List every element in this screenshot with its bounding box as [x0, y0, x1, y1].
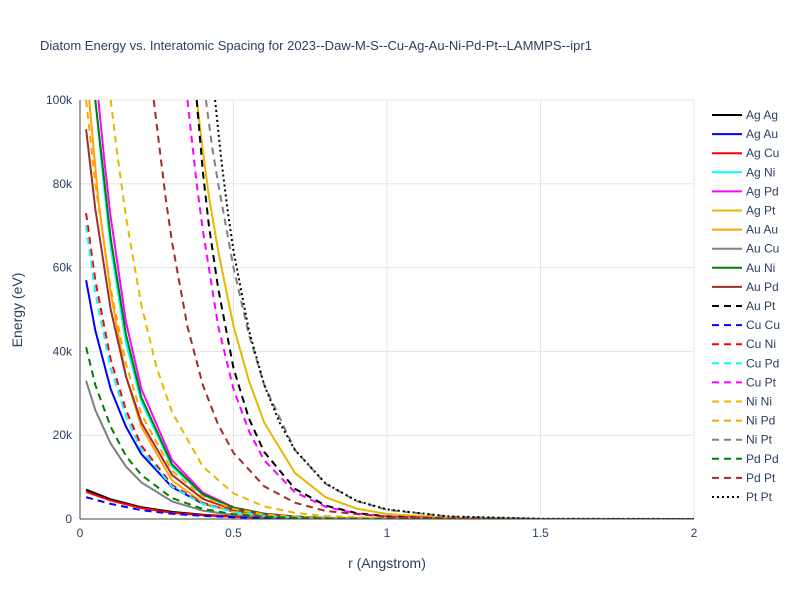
legend-label: Cu Pt [746, 375, 777, 389]
legend-item-cu-pt[interactable]: Cu Pt [712, 375, 777, 389]
legend-label: Cu Cu [746, 318, 780, 332]
legend-item-cu-ni[interactable]: Cu Ni [712, 337, 776, 351]
y-axis-title: Energy (eV) [9, 273, 25, 348]
legend-label: Pt Pt [746, 490, 773, 504]
legend-label: Ag Ag [746, 108, 778, 122]
legend-item-ag-au[interactable]: Ag Au [712, 127, 778, 141]
legend-label: Ag Ni [746, 165, 775, 179]
x-tick-label: 0.5 [225, 526, 242, 540]
plot-area [85, 99, 694, 519]
y-tick-label: 100k [46, 93, 73, 107]
legend-label: Au Pd [746, 280, 779, 294]
y-tick-label: 20k [53, 428, 73, 442]
legend-item-ag-ag[interactable]: Ag Ag [712, 108, 778, 122]
axes: 0 0.5 1 1.5 2 0 20k 40k 60k 80k 100k [46, 93, 698, 540]
legend-label: Ni Ni [746, 395, 772, 409]
legend-label: Cu Ni [746, 337, 776, 351]
legend-label: Ni Pd [746, 414, 775, 428]
x-tick-label: 1 [384, 526, 391, 540]
series-line-ag-pt [195, 99, 694, 519]
x-tick-label: 1.5 [532, 526, 549, 540]
chart-title: Diatom Energy vs. Interatomic Spacing fo… [40, 38, 592, 53]
legend-item-au-cu[interactable]: Au Cu [712, 242, 779, 256]
legend-item-ag-ni[interactable]: Ag Ni [712, 165, 775, 179]
series-line-au-ni [94, 99, 694, 519]
series-line-au-pd [85, 129, 694, 519]
series-line-ni-ni [109, 99, 694, 519]
legend-item-au-pt[interactable]: Au Pt [712, 299, 776, 313]
series-line-pd-pt [152, 99, 694, 519]
legend-label: Ag Au [746, 127, 778, 141]
series-line-pd-pd [85, 346, 694, 519]
legend-label: Ni Pt [746, 433, 773, 447]
legend-label: Au Ni [746, 261, 775, 275]
legend-label: Pd Pd [746, 452, 779, 466]
legend-item-cu-cu[interactable]: Cu Cu [712, 318, 780, 332]
legend[interactable]: Ag Ag Ag Au Ag Cu Ag Ni Ag Pd Ag Pt Au Au Au Cu… [712, 108, 780, 504]
series-line-pt-pt [214, 99, 694, 519]
x-tick-label: 2 [691, 526, 698, 540]
legend-item-ni-pt[interactable]: Ni Pt [712, 433, 773, 447]
legend-label: Au Au [746, 223, 778, 237]
legend-label: Cu Pd [746, 356, 779, 370]
legend-item-cu-pd[interactable]: Cu Pd [712, 356, 779, 370]
legend-item-ag-cu[interactable]: Ag Cu [712, 146, 779, 160]
legend-item-au-ni[interactable]: Au Ni [712, 261, 775, 275]
series-line-au-cu [85, 380, 694, 519]
series-line-au-pt [195, 99, 694, 519]
legend-label: Au Pt [746, 299, 776, 313]
legend-item-pd-pd[interactable]: Pd Pd [712, 452, 779, 466]
legend-item-pd-pt[interactable]: Pd Pt [712, 471, 776, 485]
legend-label: Ag Pd [746, 184, 779, 198]
y-tick-label: 0 [65, 512, 72, 526]
series-line-cu-pt [186, 99, 694, 519]
grid [80, 99, 695, 519]
series-line-au-au [88, 99, 694, 519]
legend-item-ag-pt[interactable]: Ag Pt [712, 204, 776, 218]
legend-item-au-pd[interactable]: Au Pd [712, 280, 779, 294]
x-axis-title: r (Angstrom) [348, 555, 426, 571]
legend-label: Ag Pt [746, 204, 776, 218]
series-line-ni-pd [85, 99, 694, 519]
legend-item-pt-pt[interactable]: Pt Pt [712, 490, 773, 504]
series-line-ag-pd [97, 99, 694, 519]
legend-label: Ag Cu [746, 146, 779, 160]
legend-item-au-au[interactable]: Au Au [712, 223, 778, 237]
legend-item-ni-ni[interactable]: Ni Ni [712, 395, 772, 409]
x-tick-label: 0 [77, 526, 84, 540]
legend-item-ni-pd[interactable]: Ni Pd [712, 414, 775, 428]
legend-label: Pd Pt [746, 471, 776, 485]
y-tick-label: 80k [53, 177, 73, 191]
legend-label: Au Cu [746, 242, 779, 256]
series-line-cu-ni [85, 212, 694, 519]
legend-item-ag-pd[interactable]: Ag Pd [712, 184, 779, 198]
series-line-ni-pt [204, 99, 694, 519]
y-tick-label: 60k [53, 261, 73, 275]
y-tick-label: 40k [53, 344, 73, 358]
series-line-ag-ni [94, 99, 694, 519]
